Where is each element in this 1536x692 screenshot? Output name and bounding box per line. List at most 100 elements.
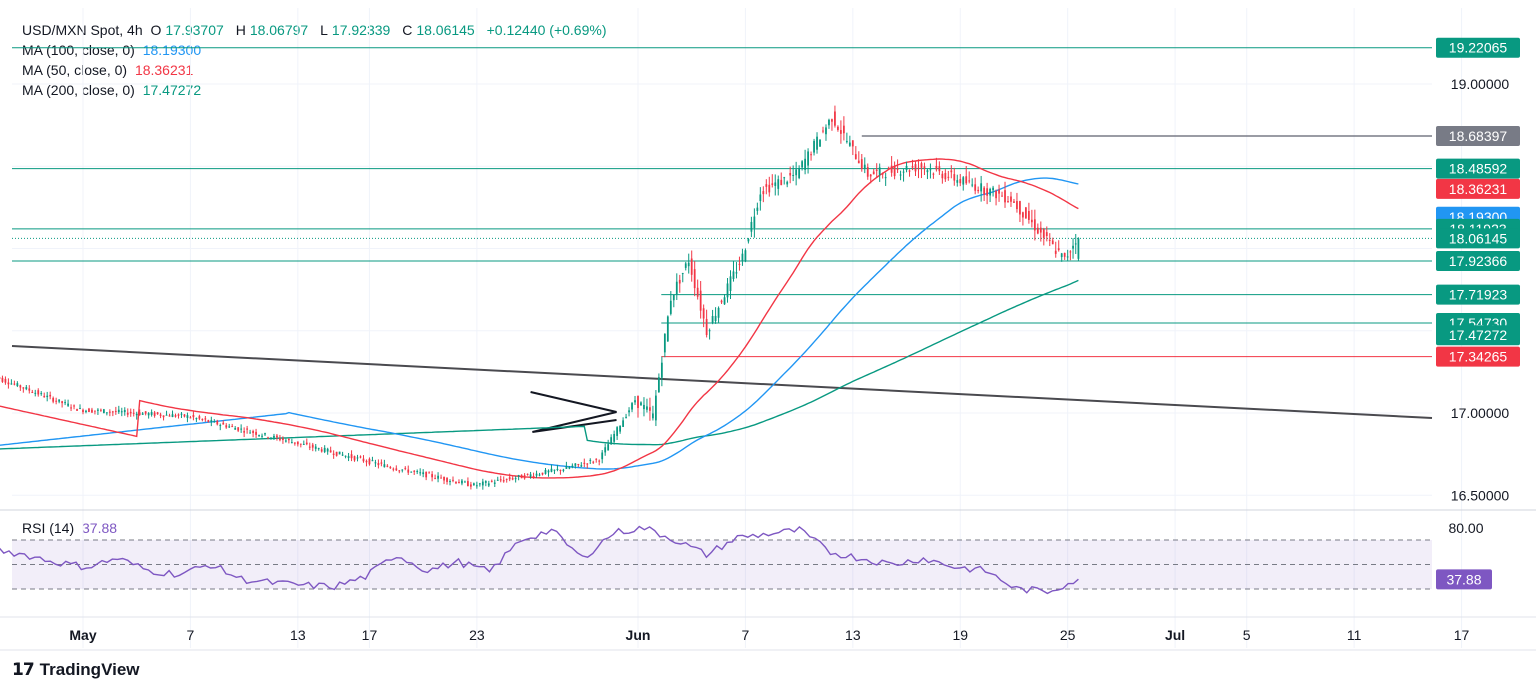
candle-body-118	[344, 455, 347, 457]
candle-body-147	[431, 474, 434, 478]
candle-body-329	[974, 184, 977, 191]
candle-body-354	[1048, 239, 1051, 241]
ma200-legend[interactable]: MA (200, close, 0) 17.47272	[22, 82, 205, 98]
rsi-badge-label: 37.88	[1446, 571, 1481, 587]
ma100-label: MA (100, close, 0)	[22, 42, 135, 58]
candle-body-219	[646, 406, 648, 410]
candle-body-113	[329, 450, 332, 453]
candle-body-17	[43, 395, 46, 398]
candle-body-65	[186, 415, 189, 418]
ma50-legend[interactable]: MA (50, close, 0) 18.36231	[22, 62, 197, 78]
candle-body-260	[768, 184, 771, 193]
ohlc-open: O 17.93707	[151, 22, 228, 38]
candle-body-133	[389, 466, 392, 469]
candle-body-111	[323, 447, 326, 452]
candle-body-344	[1019, 201, 1021, 215]
x-tick-label-0: May	[69, 627, 96, 643]
ma100-line	[0, 177, 1079, 470]
candle-body-47	[132, 412, 135, 414]
rsi-badge	[1436, 569, 1492, 590]
low-value: 17.92339	[331, 22, 391, 38]
candle-body-126	[368, 458, 371, 465]
candle-body-264	[780, 179, 783, 186]
ohlc-low: L 17.92339	[320, 22, 394, 38]
candle-body-152	[446, 477, 448, 482]
price-label-0: 19.22065	[1449, 40, 1508, 56]
candle-body-321	[950, 170, 953, 173]
candle-body-332	[983, 187, 986, 195]
candle-body-210	[619, 425, 621, 432]
candle-body-292	[863, 164, 866, 169]
candle-body-220	[649, 407, 651, 411]
candle-body-56	[159, 414, 162, 416]
candle-body-188	[553, 469, 556, 471]
candle-body-53	[150, 412, 153, 415]
candle-body-44	[123, 410, 126, 413]
candle-body-237	[699, 290, 702, 311]
candle-body-179	[526, 473, 529, 475]
x-tick-label-6: 7	[742, 627, 750, 643]
candle-body-241	[711, 316, 714, 324]
candle-body-79	[228, 426, 231, 428]
candle-body-333	[986, 188, 989, 196]
price-badge-0	[1436, 37, 1520, 58]
candle-body-85	[246, 428, 249, 430]
candle-body-197	[580, 465, 583, 467]
x-tick-label-1: 7	[187, 627, 195, 643]
rsi-legend[interactable]: RSI (14) 37.88	[22, 520, 121, 536]
candle-body-89	[258, 435, 260, 437]
candle-body-256	[756, 207, 759, 211]
candle-body-275	[813, 140, 815, 153]
candle-body-90	[261, 435, 263, 437]
change-value: +0.12440 (+0.69%)	[486, 22, 607, 38]
candle-body-271	[801, 161, 804, 168]
candle-body-109	[317, 448, 320, 450]
candle-body-136	[398, 470, 401, 472]
rsi-value: 37.88	[82, 520, 118, 536]
candle-body-84	[243, 431, 246, 433]
candle-body-278	[822, 130, 824, 132]
tradingview-logo[interactable]: 𝟭𝟳 TradingView	[12, 660, 140, 680]
candle-body-273	[807, 151, 809, 166]
candle-body-351	[1039, 227, 1042, 233]
candle-body-217	[640, 402, 642, 406]
candle-body-127	[371, 460, 374, 462]
candle-body-51	[144, 411, 147, 414]
high-value: 18.06797	[249, 22, 309, 38]
candle-body-339	[1004, 190, 1006, 203]
candle-body-78	[225, 425, 228, 428]
ma200-line	[0, 279, 1079, 450]
candle-body-28	[76, 409, 78, 411]
candle-body-325	[962, 177, 965, 185]
x-tick-label-13: 17	[1454, 627, 1470, 643]
candle-body-337	[998, 189, 1000, 194]
candle-body-234	[690, 258, 693, 275]
candle-body-29	[79, 408, 81, 410]
candle-body-173	[508, 477, 511, 480]
candle-body-13	[31, 391, 34, 393]
price-label-6: 18.06145	[1449, 230, 1508, 246]
candle-body-63	[180, 413, 183, 415]
candle-body-328	[971, 184, 974, 186]
candle-body-183	[538, 474, 541, 476]
candle-body-252	[744, 250, 747, 262]
candle-body-340	[1007, 201, 1009, 203]
candle-body-54	[153, 412, 156, 416]
candle-body-108	[314, 446, 317, 449]
x-tick-label-8: 19	[952, 627, 968, 643]
candle-body-322	[953, 174, 956, 181]
candle-body-309	[914, 164, 917, 172]
candle-body-189	[556, 468, 559, 470]
candle-body-141	[413, 470, 416, 472]
ma100-legend[interactable]: MA (100, close, 0) 18.19300	[22, 42, 205, 58]
candle-body-342	[1013, 201, 1015, 203]
price-badge-3	[1436, 178, 1520, 199]
candle-body-43	[120, 411, 123, 413]
candle-body-8	[16, 383, 19, 387]
candle-body-204	[601, 452, 604, 460]
candle-body-73	[210, 420, 213, 423]
candle-body-40	[111, 411, 114, 413]
candle-body-228	[672, 294, 675, 301]
candle-body-72	[207, 420, 210, 422]
